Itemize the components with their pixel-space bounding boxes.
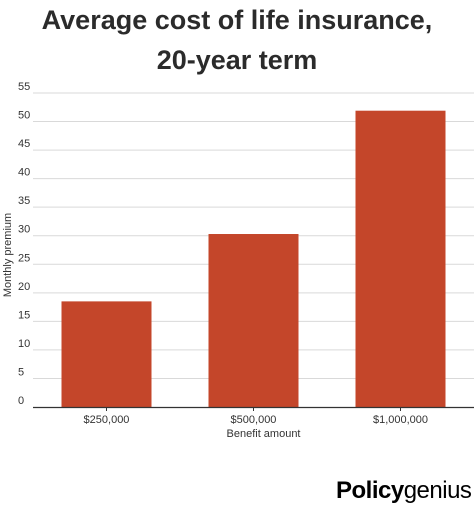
y-axis-label: Monthly premium [2, 213, 14, 297]
chart-title-line-2: 20-year term [156, 45, 318, 75]
logo-word-genius: genius [403, 477, 472, 504]
y-tick-label: 45 [18, 138, 30, 150]
y-tick-label: 15 [18, 309, 30, 321]
y-tick-label: 25 [18, 252, 30, 264]
logo-word-policy: Policy [336, 477, 404, 504]
y-tick-label: 30 [18, 224, 30, 236]
y-tick-label: 40 [18, 167, 30, 179]
y-tick-label: 50 [18, 110, 30, 122]
y-tick-label: 10 [18, 338, 30, 350]
x-tick-label: $250,000 [84, 414, 130, 426]
x-axis-ticks: $250,000 $500,000 $1,000,000 [84, 407, 428, 426]
y-tick-label: 35 [18, 195, 30, 207]
x-axis-label: Benefit amount [227, 428, 301, 440]
bar [208, 234, 299, 407]
policygenius-logo: Policygenius [336, 477, 472, 505]
chart-title-line-1: Average cost of life insurance, [41, 5, 433, 35]
bar [61, 301, 152, 407]
y-tick-label: 55 [18, 81, 30, 93]
x-tick-label: $1,000,000 [373, 414, 428, 426]
x-tick-label: $500,000 [231, 414, 277, 426]
y-tick-label: 5 [18, 366, 24, 378]
y-tick-label: 20 [18, 281, 30, 293]
bars [61, 110, 446, 407]
bar [355, 110, 446, 407]
y-tick-label: 0 [18, 395, 24, 407]
y-axis-ticks: 0 5 10 15 20 25 30 35 40 45 50 55 [18, 81, 30, 407]
